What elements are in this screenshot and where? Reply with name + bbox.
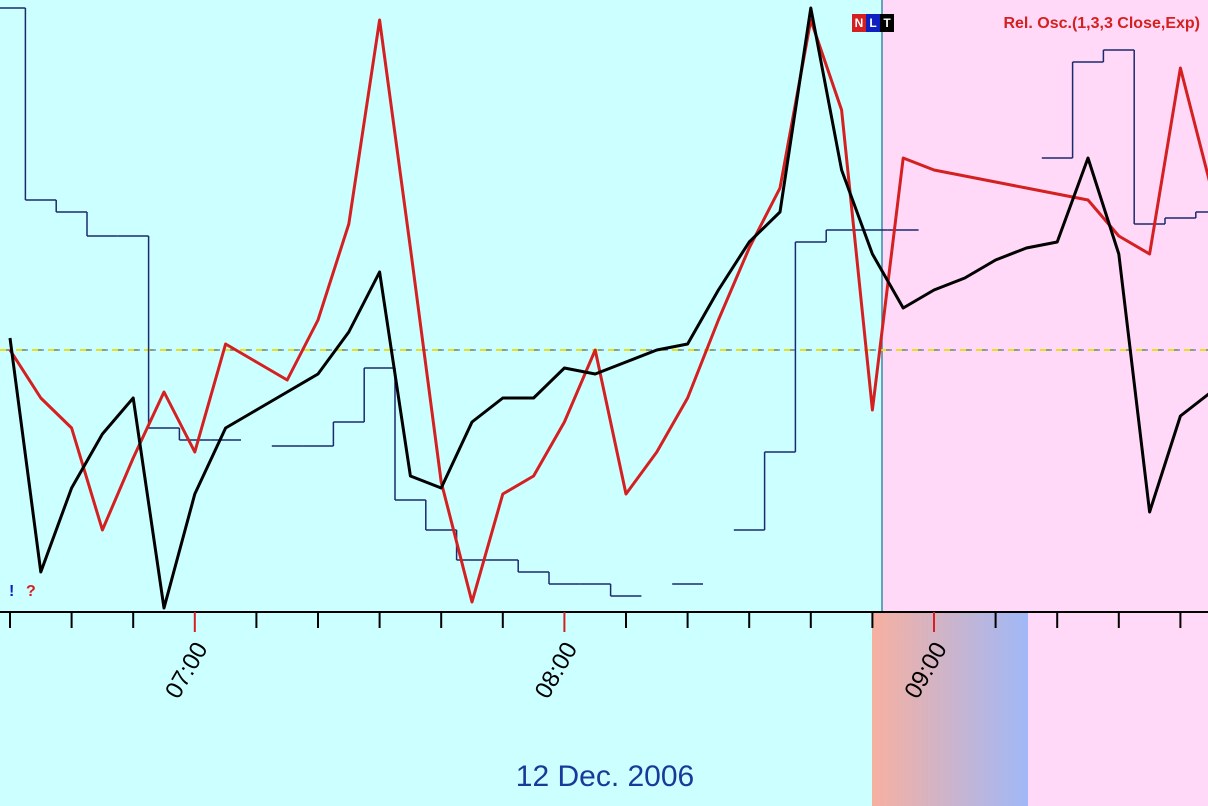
series-line: [8, 6, 1208, 610]
axis-session-background: [1028, 612, 1208, 806]
date-label: 12 Dec. 2006: [516, 760, 694, 793]
marker: !: [9, 583, 14, 600]
series-line: [8, 18, 1208, 604]
button-t[interactable]: [880, 14, 894, 32]
axis-highlight: [872, 612, 1028, 806]
button-n[interactable]: [852, 14, 866, 32]
button-label: T: [883, 16, 891, 30]
plot: [0, 6, 1208, 610]
marker: ?: [26, 583, 36, 600]
button-label: L: [869, 16, 876, 30]
button-l[interactable]: [866, 14, 880, 32]
session-background: [882, 0, 1208, 612]
indicator-title: Rel. Osc.(1,3,3 Close,Exp): [1003, 15, 1200, 32]
button-label: N: [855, 16, 864, 30]
